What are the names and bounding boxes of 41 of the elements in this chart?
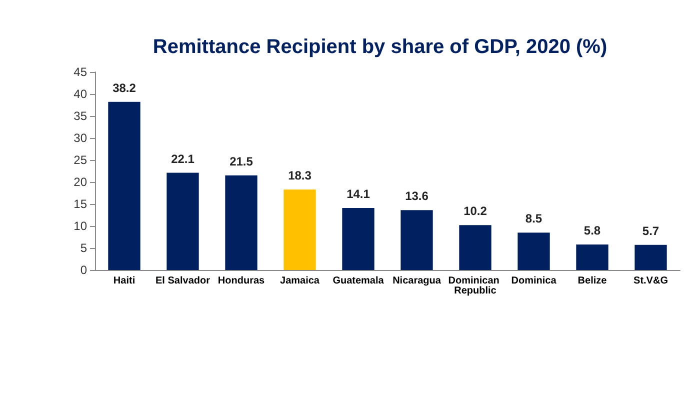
y-tick-label: 10 — [74, 219, 88, 233]
data-label: 13.6 — [405, 189, 429, 204]
x-tick-label: Dominica — [511, 276, 557, 286]
data-label: 22.1 — [171, 152, 195, 166]
chart-title: Remittance Recipient by share of GDP, 2020 (%) — [152, 36, 608, 58]
y-tick-label: 40 — [74, 87, 88, 101]
bar — [400, 210, 433, 270]
bar — [225, 175, 258, 270]
x-tick-label: Haiti — [113, 276, 136, 286]
data-label: 8.5 — [525, 212, 542, 226]
data-label: 14.1 — [346, 186, 370, 201]
x-tick-label: El Salvador — [156, 276, 210, 286]
bar — [518, 232, 550, 270]
bar — [284, 189, 316, 270]
data-label: 10.2 — [464, 204, 488, 218]
x-tick-label: Honduras — [218, 276, 266, 286]
bar — [108, 102, 140, 270]
y-tick-label: 15 — [74, 197, 88, 211]
x-tick-label: Guatemala — [332, 276, 384, 286]
y-tick-label: 30 — [74, 131, 88, 145]
x-tick-label: Dominican Republic — [448, 276, 502, 296]
bar — [459, 225, 492, 270]
data-label: 21.5 — [230, 154, 254, 168]
y-tick-label: 0 — [80, 263, 88, 277]
x-tick-label: Jamaica — [280, 276, 320, 286]
bar — [634, 244, 667, 270]
data-label: 38.2 — [112, 80, 136, 95]
y-tick-label: 20 — [74, 175, 88, 189]
bar — [166, 172, 199, 270]
bar — [576, 244, 608, 270]
bar — [342, 208, 374, 270]
y-tick-label: 45 — [74, 65, 88, 79]
y-tick-label: 35 — [74, 109, 88, 123]
data-label: 18.3 — [288, 168, 312, 182]
y-tick-label: 5 — [80, 241, 88, 255]
data-label: 5.7 — [642, 224, 660, 238]
x-tick-label: St.V&G — [634, 276, 668, 286]
y-tick-label: 25 — [74, 153, 88, 167]
x-tick-label: Belize — [578, 276, 608, 286]
x-tick-label: Nicaragua — [392, 276, 442, 286]
data-label: 5.8 — [584, 223, 601, 238]
